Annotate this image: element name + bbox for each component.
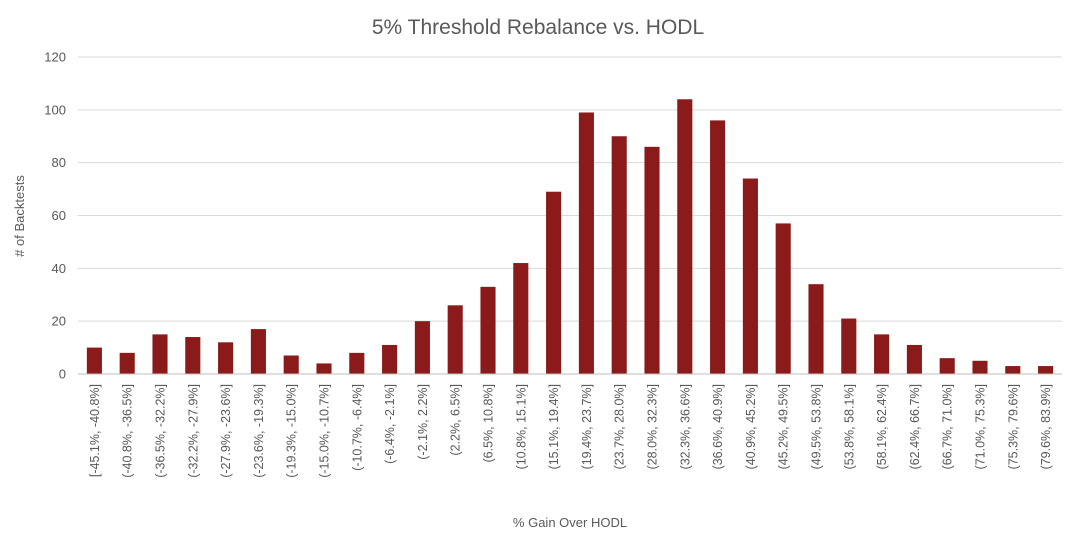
bar: [874, 334, 890, 374]
x-tick-label: (19.4%, 23.7%]: [580, 384, 594, 469]
bar: [1005, 366, 1021, 374]
bar: [185, 337, 201, 374]
bar: [480, 286, 496, 374]
x-axis-ticks: [-45.1%, -40.8%] (-40.8%, -36.5%] (-36.5%,…: [88, 384, 1053, 478]
y-axis-ticks: 0 20 40 60 80 100 120: [44, 50, 66, 382]
y-tick-label: 20: [52, 314, 66, 329]
bar: [742, 178, 758, 374]
x-tick-label: (-23.6%, -19.3%]: [252, 384, 266, 478]
y-tick-label: 60: [52, 208, 66, 223]
x-tick-label: (75.3%, 79.6%]: [1006, 384, 1020, 469]
y-tick-label: 120: [44, 50, 66, 65]
x-tick-label: (-27.9%, -23.6%]: [219, 384, 233, 478]
x-tick-label: (15.1%, 19.4%]: [547, 384, 561, 469]
chart-title: 5% Threshold Rebalance vs. HODL: [372, 16, 704, 39]
x-axis-title: % Gain Over HODL: [513, 515, 627, 530]
x-tick-label: (2.2%, 6.5%]: [449, 384, 463, 456]
x-tick-label: (53.8%, 58.1%]: [842, 384, 856, 469]
x-tick-label: (40.9%, 45.2%]: [744, 384, 758, 469]
x-tick-label: (-10.7%, -6.4%]: [350, 384, 364, 471]
bar: [841, 318, 857, 374]
bar: [808, 284, 824, 374]
bar: [349, 352, 365, 374]
bar: [119, 352, 135, 374]
bar: [447, 305, 463, 374]
x-tick-label: (36.6%, 40.9%]: [711, 384, 725, 469]
bar: [611, 136, 627, 374]
bar: [939, 358, 955, 374]
x-tick-label: (-2.1%, 2.2%]: [416, 384, 430, 460]
x-tick-label: (-19.3%, -15.0%]: [285, 384, 299, 478]
bar: [1038, 366, 1054, 374]
x-tick-label: (66.7%, 71.0%]: [941, 384, 955, 469]
y-tick-label: 80: [52, 155, 66, 170]
x-tick-label: (-15.0%, -10.7%]: [318, 384, 332, 478]
bar: [283, 355, 299, 374]
y-axis-title: # of Backtests: [12, 175, 27, 257]
x-tick-label: (6.5%, 10.8%]: [482, 384, 496, 463]
bar: [578, 112, 594, 374]
bar: [152, 334, 168, 374]
x-tick-label: (28.0%, 32.3%]: [646, 384, 660, 469]
x-tick-label: (-6.4%, -2.1%]: [383, 384, 397, 464]
bar: [677, 99, 693, 375]
y-tick-label: 40: [52, 261, 66, 276]
bar: [775, 223, 791, 374]
x-tick-label: (23.7%, 28.0%]: [613, 384, 627, 469]
x-tick-label: (45.2%, 49.5%]: [777, 384, 791, 469]
bar: [710, 120, 726, 375]
bar: [250, 329, 266, 374]
x-tick-label: (10.8%, 15.1%]: [514, 384, 528, 469]
x-tick-label: (-32.2%, -27.9%]: [186, 384, 200, 478]
gridlines: [78, 56, 1062, 322]
x-tick-label: (32.3%, 36.6%]: [678, 384, 692, 469]
bar: [218, 342, 234, 374]
x-tick-label: (79.6%, 83.9%]: [1039, 384, 1053, 469]
x-tick-label: (49.5%, 53.8%]: [810, 384, 824, 469]
y-tick-label: 100: [44, 102, 66, 117]
x-tick-label: (-36.5%, -32.2%]: [154, 384, 168, 478]
bar: [644, 146, 660, 374]
bar: [86, 347, 102, 374]
x-tick-label: (58.1%, 62.4%]: [875, 384, 889, 469]
bar: [382, 344, 398, 374]
bar: [972, 360, 988, 374]
bar: [546, 191, 562, 374]
bar: [316, 363, 332, 374]
x-tick-label: (-40.8%, -36.5%]: [121, 384, 135, 478]
x-tick-label: (62.4%, 66.7%]: [908, 384, 922, 469]
y-tick-label: 0: [59, 367, 66, 382]
bars: [86, 99, 1054, 375]
x-tick-label: (71.0%, 75.3%]: [974, 384, 988, 469]
bar: [414, 321, 430, 374]
x-tick-label: [-45.1%, -40.8%]: [88, 384, 102, 477]
bar: [513, 263, 529, 374]
bar: [906, 344, 922, 374]
